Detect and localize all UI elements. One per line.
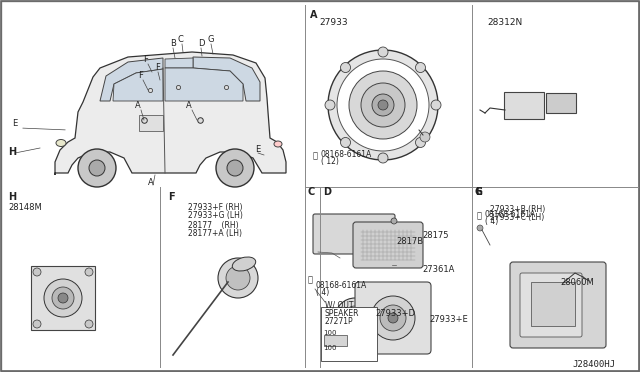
Circle shape <box>218 258 258 298</box>
Text: 27271P: 27271P <box>325 317 354 326</box>
FancyBboxPatch shape <box>546 93 576 113</box>
Circle shape <box>391 218 397 224</box>
Polygon shape <box>165 68 243 101</box>
Circle shape <box>340 138 351 147</box>
Polygon shape <box>165 58 193 68</box>
Ellipse shape <box>274 141 282 147</box>
Text: 28175: 28175 <box>422 231 449 240</box>
Text: C: C <box>308 187 316 197</box>
FancyBboxPatch shape <box>324 334 348 346</box>
FancyBboxPatch shape <box>531 282 575 326</box>
Circle shape <box>78 149 116 187</box>
Ellipse shape <box>56 140 66 147</box>
Circle shape <box>44 279 82 317</box>
Text: 28148M: 28148M <box>8 203 42 212</box>
Circle shape <box>52 287 74 309</box>
Circle shape <box>33 268 41 276</box>
FancyBboxPatch shape <box>31 266 95 330</box>
Circle shape <box>372 94 394 116</box>
Text: B: B <box>170 39 176 48</box>
Circle shape <box>378 47 388 57</box>
Text: 100: 100 <box>323 345 337 351</box>
Polygon shape <box>100 58 163 101</box>
Text: D: D <box>323 187 331 197</box>
Circle shape <box>431 100 441 110</box>
Circle shape <box>337 59 429 151</box>
Circle shape <box>58 293 68 303</box>
FancyBboxPatch shape <box>504 92 544 119</box>
Text: E: E <box>12 119 17 128</box>
Text: A: A <box>310 10 317 20</box>
Circle shape <box>325 100 335 110</box>
FancyBboxPatch shape <box>353 222 423 268</box>
Circle shape <box>380 305 406 331</box>
Text: F: F <box>143 55 148 64</box>
Text: W/ OUT: W/ OUT <box>325 301 353 310</box>
Text: Ⓢ: Ⓢ <box>313 151 318 160</box>
Circle shape <box>343 306 367 330</box>
Text: 27933: 27933 <box>319 18 348 27</box>
Circle shape <box>328 50 438 160</box>
Circle shape <box>378 100 388 110</box>
Circle shape <box>85 320 93 328</box>
Text: 28312N: 28312N <box>487 18 522 27</box>
FancyBboxPatch shape <box>321 307 377 361</box>
Text: 08168-6161A: 08168-6161A <box>321 150 372 159</box>
Text: ( 12): ( 12) <box>321 157 339 166</box>
Text: 27933+E: 27933+E <box>429 315 468 324</box>
Circle shape <box>539 289 551 301</box>
Text: Ⓢ: Ⓢ <box>308 275 313 284</box>
FancyBboxPatch shape <box>572 270 588 282</box>
Ellipse shape <box>232 257 256 271</box>
Text: 27933+C (LH): 27933+C (LH) <box>490 213 544 222</box>
Text: A: A <box>186 101 192 110</box>
Polygon shape <box>113 69 163 101</box>
Circle shape <box>335 298 375 338</box>
Text: 27361A: 27361A <box>422 265 454 274</box>
Circle shape <box>531 281 559 309</box>
Circle shape <box>371 296 415 340</box>
Text: 27933+F (RH): 27933+F (RH) <box>188 203 243 212</box>
Circle shape <box>420 132 430 142</box>
Polygon shape <box>55 52 286 175</box>
Text: F: F <box>168 192 175 202</box>
Circle shape <box>85 268 93 276</box>
Text: A: A <box>135 101 141 110</box>
Circle shape <box>349 71 417 139</box>
FancyBboxPatch shape <box>139 115 163 131</box>
Text: 27933+B (RH): 27933+B (RH) <box>490 205 545 214</box>
Text: H: H <box>8 147 16 157</box>
Circle shape <box>415 62 426 73</box>
Text: E: E <box>475 187 482 197</box>
Text: G: G <box>208 35 214 44</box>
Circle shape <box>227 160 243 176</box>
Text: 08168-6161A: 08168-6161A <box>485 210 536 219</box>
Text: 28177+A (LH): 28177+A (LH) <box>188 229 242 238</box>
Text: ( 4): ( 4) <box>316 288 329 297</box>
Circle shape <box>521 271 569 319</box>
Circle shape <box>89 160 105 176</box>
Circle shape <box>477 225 483 231</box>
Circle shape <box>33 320 41 328</box>
Circle shape <box>226 266 250 290</box>
Text: D: D <box>198 39 205 48</box>
Circle shape <box>378 153 388 163</box>
Text: A: A <box>148 178 154 187</box>
Text: 27933+G (LH): 27933+G (LH) <box>188 211 243 220</box>
Circle shape <box>340 62 351 73</box>
Text: Ⓢ: Ⓢ <box>477 211 482 220</box>
FancyBboxPatch shape <box>520 273 582 337</box>
Circle shape <box>216 149 254 187</box>
Circle shape <box>350 313 360 323</box>
Circle shape <box>415 138 426 147</box>
Text: F: F <box>138 71 143 80</box>
Text: 28060M: 28060M <box>560 278 594 287</box>
Text: ( 4): ( 4) <box>485 217 499 226</box>
Text: J28400HJ: J28400HJ <box>572 360 615 369</box>
Text: 100: 100 <box>323 330 337 336</box>
Text: H: H <box>8 192 16 202</box>
Text: 2817B: 2817B <box>396 237 423 246</box>
FancyBboxPatch shape <box>313 214 395 254</box>
Circle shape <box>388 313 398 323</box>
